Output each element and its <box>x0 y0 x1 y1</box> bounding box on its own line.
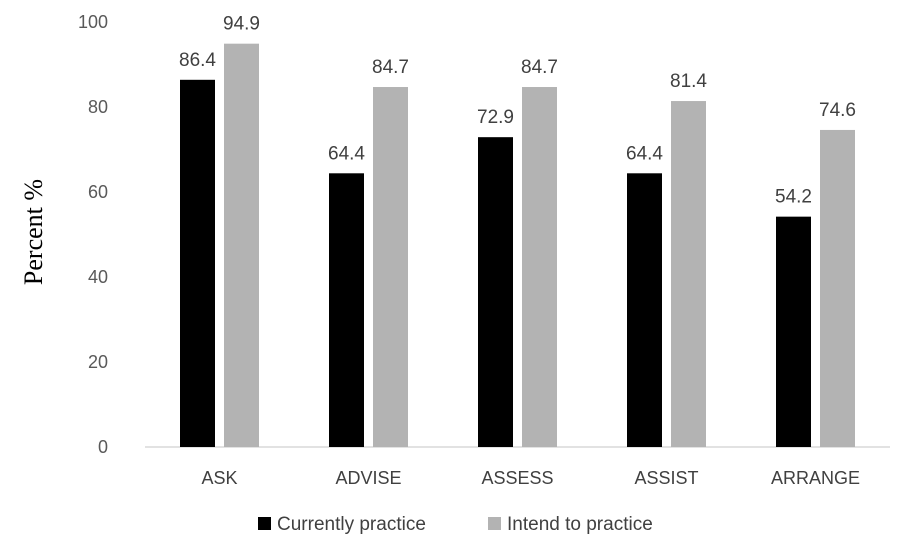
legend-swatch-current <box>258 517 271 530</box>
y-tick-label: 40 <box>88 267 108 287</box>
x-tick-label: ASSESS <box>481 468 553 488</box>
bar-arrange-current <box>776 216 811 447</box>
bar-advise-intend <box>373 87 408 448</box>
data-label: 81.4 <box>670 71 707 92</box>
legend-label-current: Currently practice <box>277 514 426 535</box>
y-tick-label: 0 <box>98 437 108 457</box>
data-label: 64.4 <box>626 143 663 164</box>
data-label: 94.9 <box>223 14 260 35</box>
bar-advise-current <box>329 173 364 448</box>
data-label: 74.6 <box>819 100 856 121</box>
data-label: 54.2 <box>775 187 812 208</box>
data-label: 64.4 <box>328 143 365 164</box>
bar-assess-current <box>478 137 513 448</box>
legend-label-intend: Intend to practice <box>507 514 653 535</box>
data-label: 84.7 <box>372 57 409 78</box>
y-axis-label: Percent % <box>19 179 48 285</box>
bar-ask-intend <box>224 43 259 448</box>
bar-ask-current <box>180 79 215 448</box>
x-tick-label: ASSIST <box>634 468 698 488</box>
data-label: 72.9 <box>477 107 514 128</box>
y-tick-label: 60 <box>88 182 108 202</box>
bar-arrange-intend <box>820 129 855 447</box>
x-tick-label: ASK <box>201 468 237 488</box>
y-tick-label: 100 <box>78 12 108 32</box>
bars <box>180 43 855 448</box>
bar-assist-intend <box>671 101 706 448</box>
legend: Currently practice Intend to practice <box>258 514 653 535</box>
data-labels: 86.4 94.9 64.4 84.7 72.9 84.7 64.4 81.4 54.2 74.6 <box>179 14 856 208</box>
y-axis-ticks: 0 20 40 60 80 100 <box>78 12 108 457</box>
bar-assess-intend <box>522 87 557 448</box>
y-tick-label: 80 <box>88 97 108 117</box>
x-tick-label: ARRANGE <box>771 468 860 488</box>
y-tick-label: 20 <box>88 352 108 372</box>
data-label: 86.4 <box>179 50 216 71</box>
legend-swatch-intend <box>488 517 501 530</box>
category-labels: ASK ADVISE ASSESS ASSIST ARRANGE <box>201 468 860 488</box>
data-label: 84.7 <box>521 57 558 78</box>
bar-assist-current <box>627 173 662 448</box>
x-tick-label: ADVISE <box>335 468 401 488</box>
